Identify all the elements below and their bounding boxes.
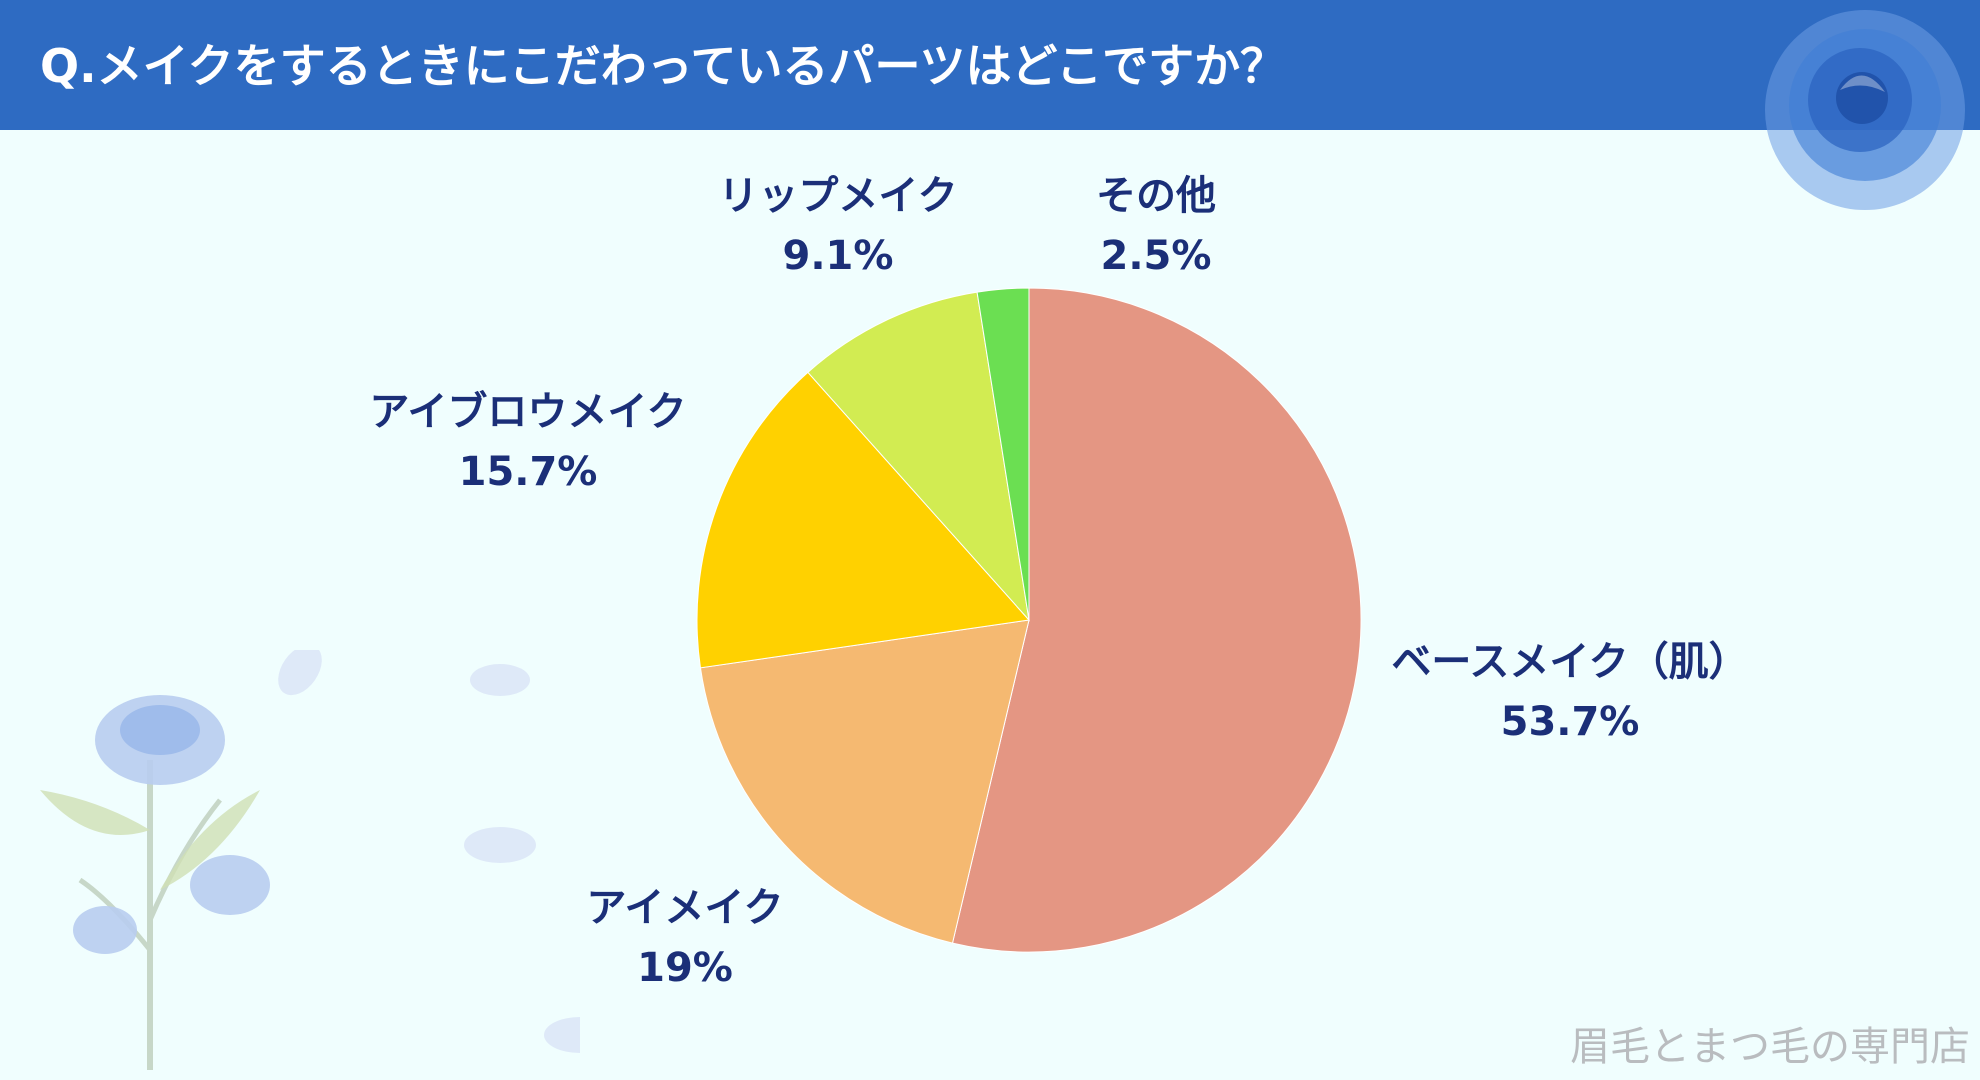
flower-decoration-bottom-left — [40, 650, 580, 1070]
slice-label-name: アイメイク — [586, 885, 784, 931]
title-bar: Q.メイクをするときにこだわっているパーツはどこですか？ — [0, 0, 1980, 130]
pie-slice — [699, 619, 1030, 944]
pie-slice — [696, 371, 1030, 669]
chart-title: Q.メイクをするときにこだわっているパーツはどこですか？ — [40, 39, 1287, 93]
pie-slice — [951, 287, 1362, 953]
slice-label: アイメイク 19% — [385, 878, 985, 998]
pie-slice — [807, 291, 1030, 622]
slice-label-name: リップメイク — [718, 173, 958, 219]
rose-decoration-top-right — [1765, 10, 1965, 210]
slice-label-name: ベースメイク（肌） — [1391, 639, 1749, 685]
slice-label: アイブロウメイク 15.7% — [228, 382, 828, 502]
slice-label-value: 15.7% — [458, 449, 598, 495]
slice-label: その他 2.5% — [856, 166, 1456, 286]
slice-label-name: その他 — [1096, 173, 1216, 219]
slice-label-value: 9.1% — [782, 233, 894, 279]
slice-label-value: 53.7% — [1500, 699, 1640, 745]
slice-label: ベースメイク（肌） 53.7% — [1270, 632, 1870, 752]
slice-label-value: 2.5% — [1100, 233, 1212, 279]
slice-label-value: 19% — [637, 945, 733, 991]
pie-slice — [976, 287, 1030, 621]
footer-shop-name: 眉毛とまつ毛の専門店 — [1570, 1024, 1970, 1070]
slice-label: リップメイク 9.1% — [538, 166, 1138, 286]
slice-label-name: アイブロウメイク — [369, 389, 687, 435]
